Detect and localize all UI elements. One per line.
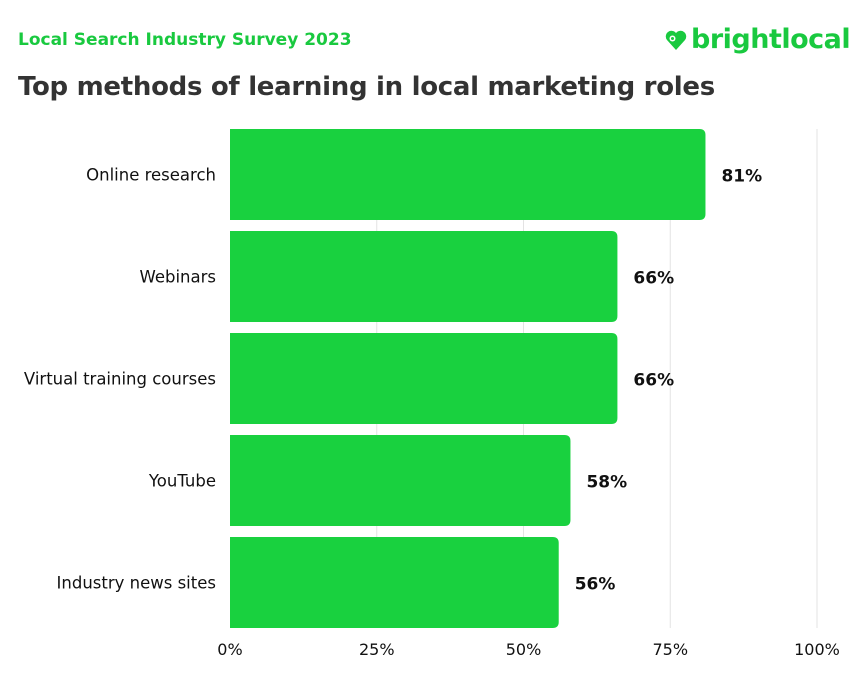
brightlocal-logo: brightlocal [664, 24, 851, 55]
bar [230, 333, 618, 424]
category-label: Online research [86, 166, 216, 185]
brand-name: brightlocal [691, 24, 851, 55]
bar [230, 129, 706, 220]
x-tick-label: 25% [359, 640, 395, 659]
category-label: Webinars [139, 268, 216, 287]
x-tick-label: 100% [794, 640, 840, 659]
heart-location-pin-icon [665, 30, 687, 50]
bar [230, 231, 618, 322]
bar [230, 435, 571, 526]
x-tick-label: 0% [217, 640, 242, 659]
value-label: 56% [575, 575, 616, 595]
category-label: YouTube [148, 472, 216, 491]
x-tick-label: 75% [652, 640, 688, 659]
value-label: 66% [633, 269, 674, 289]
value-label: 58% [586, 473, 627, 493]
chart-title: Top methods of learning in local marketi… [18, 72, 715, 102]
value-label: 81% [721, 167, 762, 187]
bar [230, 537, 559, 628]
category-label: Industry news sites [57, 574, 216, 593]
survey-subtitle: Local Search Industry Survey 2023 [18, 30, 352, 50]
category-label: Virtual training courses [24, 370, 216, 389]
value-label: 66% [633, 371, 674, 391]
x-tick-label: 50% [506, 640, 542, 659]
